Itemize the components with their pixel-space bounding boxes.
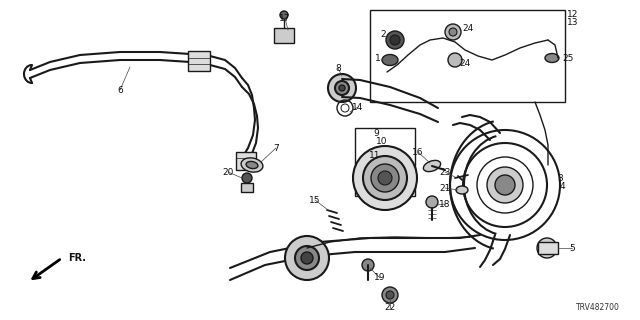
Text: 6: 6 [117, 85, 123, 94]
Text: 7: 7 [273, 143, 279, 153]
Text: 10: 10 [376, 137, 388, 146]
Circle shape [339, 85, 345, 91]
Circle shape [390, 35, 400, 45]
Ellipse shape [456, 186, 468, 194]
Circle shape [426, 196, 438, 208]
Text: 12: 12 [567, 10, 579, 19]
Text: 4: 4 [559, 181, 565, 190]
Circle shape [445, 24, 461, 40]
Text: 3: 3 [557, 173, 563, 182]
Circle shape [295, 246, 319, 270]
Circle shape [386, 31, 404, 49]
Circle shape [487, 167, 523, 203]
Text: 24: 24 [460, 59, 470, 68]
Bar [355, 128, 415, 196]
Text: 19: 19 [374, 274, 386, 283]
Bar [236, 152, 256, 170]
Text: 21: 21 [439, 183, 451, 193]
Bar [538, 242, 558, 254]
Bar [188, 51, 210, 71]
Text: 24: 24 [462, 23, 474, 33]
Circle shape [242, 173, 252, 183]
Text: 23: 23 [439, 167, 451, 177]
Circle shape [363, 156, 407, 200]
Circle shape [353, 146, 417, 210]
Circle shape [378, 171, 392, 185]
Ellipse shape [241, 158, 263, 172]
Text: 8: 8 [335, 63, 341, 73]
Bar [241, 183, 253, 192]
Text: FR.: FR. [68, 253, 86, 263]
Text: 15: 15 [309, 196, 321, 204]
Ellipse shape [545, 53, 559, 62]
Text: 1: 1 [375, 53, 381, 62]
Ellipse shape [382, 54, 398, 66]
Text: 16: 16 [412, 148, 424, 156]
Circle shape [386, 291, 394, 299]
Text: 2: 2 [380, 29, 386, 38]
Text: 22: 22 [385, 303, 396, 313]
Text: 13: 13 [567, 18, 579, 27]
Text: 11: 11 [369, 150, 381, 159]
Text: 5: 5 [569, 244, 575, 252]
Circle shape [495, 175, 515, 195]
Circle shape [448, 53, 462, 67]
Ellipse shape [246, 161, 258, 169]
Circle shape [382, 287, 398, 303]
Circle shape [449, 28, 457, 36]
Text: 9: 9 [373, 129, 379, 138]
Bar [370, 10, 565, 102]
Ellipse shape [424, 160, 440, 172]
Circle shape [362, 259, 374, 271]
Circle shape [371, 164, 399, 192]
Circle shape [537, 238, 557, 258]
Circle shape [280, 11, 288, 19]
Text: 25: 25 [563, 53, 573, 62]
Text: 20: 20 [222, 167, 234, 177]
Text: TRV482700: TRV482700 [576, 303, 620, 312]
Circle shape [301, 252, 313, 264]
Text: 17: 17 [279, 13, 291, 22]
Circle shape [335, 81, 349, 95]
Circle shape [285, 236, 329, 280]
Circle shape [328, 74, 356, 102]
Bar [274, 28, 294, 43]
Text: 18: 18 [439, 199, 451, 209]
Text: 14: 14 [352, 102, 364, 111]
